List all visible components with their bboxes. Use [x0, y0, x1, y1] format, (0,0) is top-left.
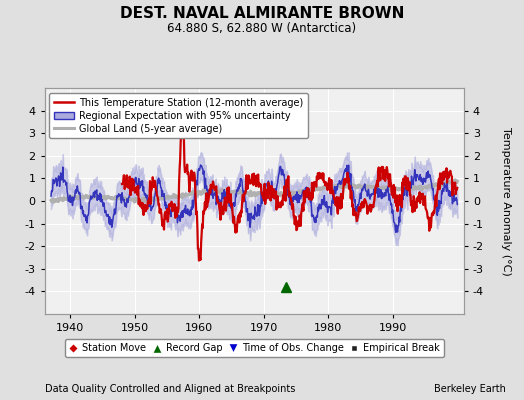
Legend: Station Move, Record Gap, Time of Obs. Change, Empirical Break: Station Move, Record Gap, Time of Obs. C…: [64, 339, 444, 357]
Y-axis label: Temperature Anomaly (°C): Temperature Anomaly (°C): [500, 127, 510, 275]
Legend: This Temperature Station (12-month average), Regional Expectation with 95% uncer: This Temperature Station (12-month avera…: [49, 93, 308, 138]
Text: DEST. NAVAL ALMIRANTE BROWN: DEST. NAVAL ALMIRANTE BROWN: [120, 6, 404, 21]
Text: 64.880 S, 62.880 W (Antarctica): 64.880 S, 62.880 W (Antarctica): [168, 22, 356, 35]
Text: Data Quality Controlled and Aligned at Breakpoints: Data Quality Controlled and Aligned at B…: [45, 384, 295, 394]
Text: Berkeley Earth: Berkeley Earth: [434, 384, 506, 394]
